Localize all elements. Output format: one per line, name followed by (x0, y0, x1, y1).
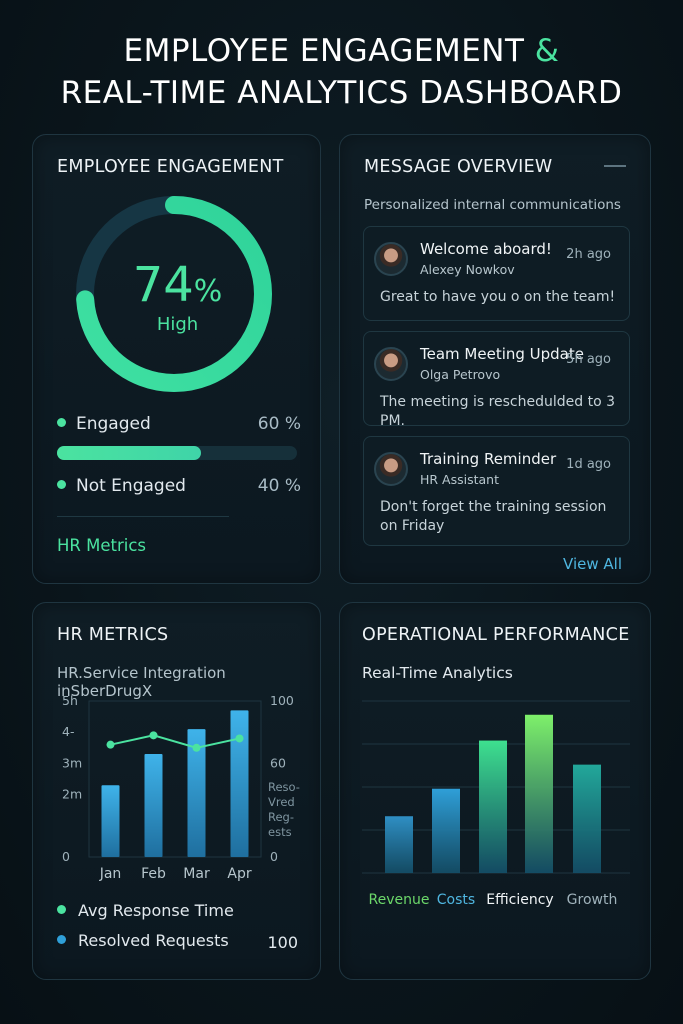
avatar (374, 242, 408, 276)
bar-costs (432, 788, 460, 873)
legend-response-time: Avg Response Time (57, 901, 234, 920)
engaged-progress-fill (57, 446, 201, 460)
message-title: Team Meeting Update (420, 345, 584, 363)
response-time-line (110, 734, 240, 749)
engagement-title: EMPLOYEE ENGAGEMENT (57, 157, 284, 177)
view-all-link[interactable]: View All (563, 555, 622, 573)
bar-mar (187, 729, 206, 857)
not-engaged-percent: 40 % (257, 476, 301, 496)
message-body: The meeting is reschedulded to 3 PM. (380, 394, 616, 429)
engagement-value: 74 (132, 257, 194, 313)
avatar (374, 452, 408, 486)
x-tick-label: Jan (99, 866, 122, 882)
legend-resolved-label: Resolved Requests (78, 931, 229, 950)
hr-metrics-title: HR METRICS (57, 625, 169, 645)
y-tick-label: 3m (62, 755, 82, 770)
response-time-point (192, 743, 201, 752)
x-tick-label: Feb (141, 866, 166, 882)
legend-resolved-value: 100 (267, 933, 298, 952)
engaged-label: Engaged (76, 414, 151, 434)
message-title: Welcome aboard! (420, 240, 552, 258)
legend-dot-blue (57, 935, 66, 944)
message-body: Don't forget the training session on Fri… (380, 499, 607, 534)
engagement-unit: % (193, 274, 223, 309)
y2-axis-label: ests (268, 825, 292, 839)
x-tick-label: Revenue (369, 892, 430, 908)
message-body: Great to have you o on the team! (380, 289, 616, 305)
page-title: EMPLOYEE ENGAGEMENT & REAL-TIME ANALYTIC… (0, 30, 683, 114)
bar-revenue (385, 816, 413, 873)
x-tick-label: Costs (437, 892, 475, 908)
message-time: 5h ago (566, 352, 611, 367)
message-sender: Alexey Nowkov (420, 262, 515, 277)
bar-efficiency (525, 714, 553, 873)
message-title: Training Reminder (420, 450, 557, 468)
bar-efficiency (479, 740, 507, 873)
menu-icon[interactable] (604, 165, 626, 167)
y2-tick-label: 100 (270, 693, 294, 708)
engagement-card: EMPLOYEE ENGAGEMENT 74% High Engaged 60 … (32, 134, 321, 584)
response-time-point (235, 734, 244, 743)
engaged-dot (57, 418, 66, 427)
y-tick-label: 4- (62, 724, 74, 739)
operational-chart: Revenue Costs Efficiency Growth (362, 700, 630, 908)
message-item[interactable]: Welcome aboard! Alexey Nowkov 2h ago Gre… (363, 226, 630, 321)
message-overview-card: MESSAGE OVERVIEW Personalized internal c… (339, 134, 651, 584)
message-item[interactable]: Team Meeting Update Olga Petrovo 5h ago … (363, 331, 630, 429)
response-time-point (106, 740, 115, 749)
engaged-row: Engaged 60 % (57, 414, 301, 434)
y2-axis-label: Reso- (268, 780, 300, 794)
page-title-line1: EMPLOYEE ENGAGEMENT (123, 33, 525, 69)
page-title-ampersand: & (534, 33, 560, 69)
engagement-ring (76, 196, 272, 392)
page-title-line2: REAL-TIME ANALYTICS DASHBOARD (60, 75, 623, 111)
hr-metrics-card: HR METRICS HR.Service Integration inSber… (32, 602, 321, 980)
not-engaged-dot (57, 480, 66, 489)
y-tick-label: 0 (62, 849, 70, 864)
ring-progress (76, 196, 272, 392)
x-tick-label: Apr (227, 866, 251, 882)
bar-apr (230, 710, 249, 857)
message-overview-title: MESSAGE OVERVIEW (364, 157, 553, 177)
not-engaged-row: Not Engaged 40 % (57, 476, 301, 496)
engaged-progress-bar (57, 446, 297, 460)
message-time: 1d ago (566, 457, 611, 472)
legend-response-label: Avg Response Time (78, 901, 234, 920)
y-tick-label: 5h (62, 693, 78, 708)
legend-resolved: Resolved Requests (57, 931, 229, 950)
y2-axis-label: Reg- (268, 810, 294, 824)
operational-title: OPERATIONAL PERFORMANCE (362, 625, 630, 645)
message-sender: Olga Petrovo (420, 367, 501, 382)
x-tick-label: Growth (567, 892, 618, 908)
y2-tick-label: 0 (270, 849, 278, 864)
legend-dot-green (57, 905, 66, 914)
engagement-level: High (156, 314, 199, 335)
operational-card: OPERATIONAL PERFORMANCE Real-Time Analyt… (339, 602, 651, 980)
operational-subtitle: Real-Time Analytics (362, 664, 513, 682)
x-tick-label: Mar (183, 866, 210, 882)
message-item[interactable]: Training Reminder HR Assistant 1d ago Do… (363, 436, 630, 546)
divider (57, 516, 229, 517)
y-tick-label: 2m (62, 787, 82, 802)
hr-metrics-link[interactable]: HR Metrics (57, 536, 147, 555)
message-sender: HR Assistant (420, 472, 500, 487)
not-engaged-label: Not Engaged (76, 476, 186, 496)
avatar (374, 347, 408, 381)
bar-growth (573, 764, 601, 873)
hr-metrics-subtitle: HR.Service Integration inSberDrugX (57, 664, 226, 700)
y2-axis-label: Vred (268, 795, 295, 809)
plot-frame (88, 700, 262, 858)
engaged-percent: 60 % (257, 414, 301, 434)
message-overview-subtitle: Personalized internal communications (364, 197, 621, 213)
response-time-point (149, 731, 158, 740)
engagement-percent: 74% (33, 257, 322, 313)
bar-jan (101, 785, 120, 857)
message-time: 2h ago (566, 247, 611, 262)
x-tick-label: Efficiency (486, 892, 553, 908)
y2-tick-label: 60 (270, 755, 286, 770)
bar-feb (144, 754, 163, 857)
